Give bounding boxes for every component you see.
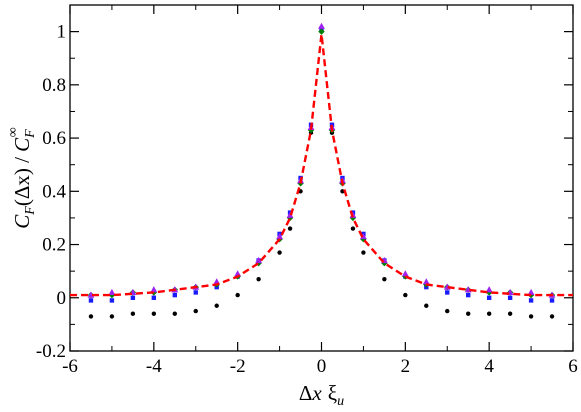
x-title-x: x: [311, 381, 322, 405]
data-point: [276, 232, 283, 240]
data-point: [318, 22, 325, 29]
data-point: [445, 308, 450, 314]
y-tick-label: 0.4: [42, 181, 66, 202]
data-point: [130, 295, 136, 300]
y-tick-label: 0.8: [42, 75, 66, 96]
data-point: [360, 232, 367, 240]
data-point: [172, 292, 177, 298]
data-point: [235, 292, 240, 298]
plot-frame: [69, 4, 574, 352]
series-3: [87, 22, 556, 298]
y-title-sub2: F: [23, 129, 38, 139]
y-title-sup2: ∞: [6, 127, 21, 137]
y-tick-label: 0.2: [42, 235, 66, 256]
x-title-delta: Δ: [299, 381, 313, 405]
data-point: [403, 292, 408, 298]
data-point: [424, 303, 429, 308]
data-point: [361, 250, 366, 255]
data-point: [151, 295, 157, 300]
data-marks: [70, 22, 573, 319]
data-point: [528, 314, 534, 319]
x-tick-label: 2: [401, 356, 411, 377]
x-tick-label: -6: [62, 356, 78, 377]
tick-labels: -6 -4 -2 0 2 4 6 -0.2 0 0.2 0.4 0.6 0.8 1: [36, 22, 578, 377]
data-point: [486, 295, 492, 300]
x-tick-label: -4: [146, 356, 162, 377]
data-point: [318, 28, 325, 35]
axis-ticks: [69, 4, 574, 352]
x-title-xi: ξ: [328, 381, 337, 405]
data-point: [466, 292, 471, 298]
data-point: [486, 311, 492, 316]
data-point: [255, 256, 263, 264]
data-point: [527, 288, 535, 296]
data-point: [401, 270, 409, 277]
y-tick-label: 0: [57, 288, 67, 309]
series-4: [70, 34, 573, 297]
x-tick-label: -2: [230, 356, 246, 377]
data-point: [466, 311, 471, 316]
data-point: [485, 286, 493, 293]
y-tick-label: 0.6: [42, 128, 66, 149]
series-1: [88, 26, 555, 303]
data-point: [109, 298, 115, 303]
data-point: [287, 226, 293, 231]
data-point: [151, 311, 157, 316]
data-point: [422, 278, 430, 285]
data-point: [350, 226, 356, 231]
x-axis-title: Δx ξu: [299, 381, 344, 409]
data-point: [88, 298, 94, 303]
y-title-c2: C: [10, 137, 34, 152]
y-title-c: C: [10, 214, 34, 229]
data-point: [193, 308, 198, 314]
data-point: [256, 276, 261, 282]
data-point: [109, 314, 115, 319]
y-tick-label: -0.2: [36, 341, 66, 362]
series-line: [70, 34, 573, 297]
series-2: [87, 28, 556, 299]
data-point: [108, 288, 116, 296]
x-title-subscript: u: [337, 394, 344, 409]
data-point: [277, 250, 282, 255]
data-point: [88, 314, 94, 319]
data-point: [193, 290, 198, 295]
y-title-paren: (Δx) /: [10, 152, 34, 206]
data-point: [172, 311, 177, 316]
series-0: [88, 29, 555, 319]
data-point: [214, 303, 219, 308]
data-point: [382, 276, 387, 282]
data-point: [150, 286, 158, 293]
data-point: [234, 270, 242, 277]
data-point: [445, 290, 450, 295]
y-axis-title: CF(Δx) / CF∞: [6, 127, 38, 228]
data-point: [507, 295, 513, 300]
y-tick-label: 1: [57, 22, 67, 43]
x-tick-label: 0: [317, 356, 327, 377]
data-point: [549, 298, 555, 303]
x-tick-label: 6: [568, 356, 578, 377]
data-point: [528, 298, 534, 303]
y-title-sub: F: [23, 206, 38, 216]
data-point: [549, 314, 555, 319]
x-tick-label: 4: [484, 356, 494, 377]
data-point: [507, 311, 513, 316]
data-point: [130, 311, 136, 316]
